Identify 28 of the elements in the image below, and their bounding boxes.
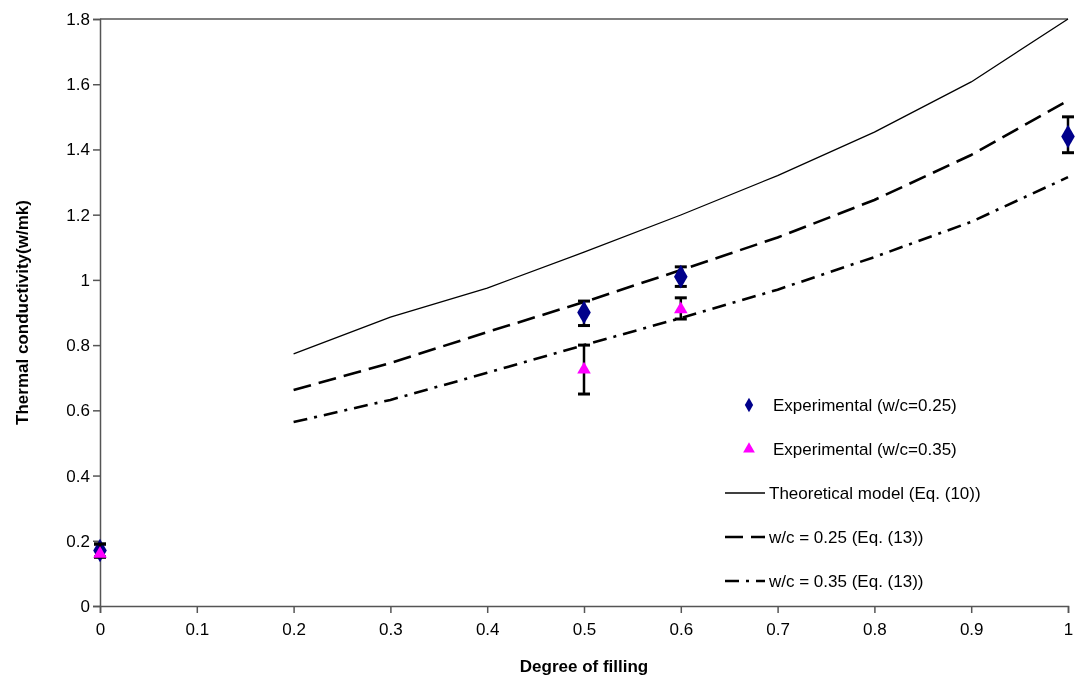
x-tick-label: 0.2 — [282, 619, 306, 639]
x-tick-label: 0.5 — [572, 619, 597, 639]
x-tick-label: 0.8 — [863, 619, 887, 639]
y-tick-label: 0 — [80, 596, 90, 616]
legend-label: Experimental (w/c=0.25) — [773, 395, 957, 415]
y-axis-title: Thermal conductivity(w/mk) — [13, 200, 32, 425]
legend-label: Theoretical model (Eq. (10)) — [769, 483, 981, 503]
y-tick-label: 0.6 — [66, 401, 90, 421]
legend-label: w/c = 0.25 (Eq. (13)) — [768, 527, 924, 547]
x-tick-label: 0.1 — [185, 619, 210, 639]
x-tick-label: 0.6 — [669, 619, 694, 639]
x-axis-title: Degree of filling — [519, 657, 649, 676]
y-tick-label: 0.2 — [66, 531, 90, 551]
x-tick-label: 0 — [95, 619, 106, 639]
y-tick-label: 1.6 — [66, 75, 90, 95]
x-tick-label: 0.4 — [475, 619, 500, 639]
y-tick-label: 0.4 — [66, 466, 90, 486]
x-tick-label: 0.3 — [379, 619, 403, 639]
x-tick-label: 1 — [1063, 619, 1074, 639]
legend-label: Experimental (w/c=0.35) — [773, 439, 957, 459]
y-tick-label: 0.8 — [66, 336, 90, 356]
y-tick-label: 1 — [80, 270, 90, 290]
legend-label: w/c = 0.35 (Eq. (13)) — [768, 571, 924, 591]
x-tick-label: 0.7 — [766, 619, 790, 639]
x-tick-label: 0.9 — [959, 619, 984, 639]
y-tick-label: 1.8 — [66, 9, 90, 29]
y-tick-label: 1.4 — [66, 140, 90, 160]
y-tick-label: 1.2 — [66, 205, 90, 225]
